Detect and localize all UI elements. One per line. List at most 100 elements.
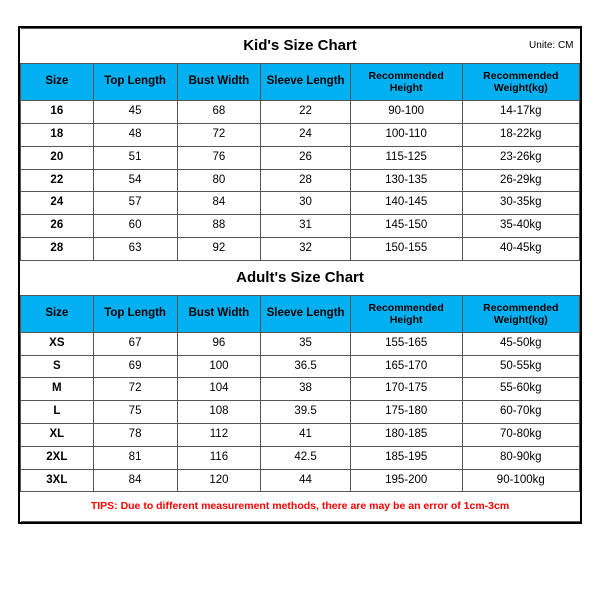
- cell: 92: [177, 237, 261, 260]
- cell: M: [21, 378, 94, 401]
- cell: 18-22kg: [462, 123, 579, 146]
- adults-header-row: Size Top Length Bust Width Sleeve Length…: [21, 295, 580, 332]
- cell: 63: [93, 237, 177, 260]
- table-row: 1645682290-10014-17kg: [21, 101, 580, 124]
- kids-title: Kid's Size Chart: [243, 37, 357, 54]
- cell: 14-17kg: [462, 101, 579, 124]
- cell: 78: [93, 424, 177, 447]
- col-bust: Bust Width: [177, 295, 261, 332]
- cell: 45: [93, 101, 177, 124]
- cell: 175-180: [350, 401, 462, 424]
- cell: 130-135: [350, 169, 462, 192]
- cell: 185-195: [350, 446, 462, 469]
- adults-title-cell: Adult's Size Chart: [21, 260, 580, 295]
- cell: 96: [177, 332, 261, 355]
- cell: 180-185: [350, 424, 462, 447]
- cell: 26-29kg: [462, 169, 579, 192]
- cell: 2XL: [21, 446, 94, 469]
- cell: 80-90kg: [462, 446, 579, 469]
- cell: 84: [177, 192, 261, 215]
- cell: 60-70kg: [462, 401, 579, 424]
- cell: 23-26kg: [462, 146, 579, 169]
- table-row: L7510839.5175-18060-70kg: [21, 401, 580, 424]
- cell: 48: [93, 123, 177, 146]
- cell: 104: [177, 378, 261, 401]
- tips-text: TIPS: Due to different measurement metho…: [21, 492, 580, 522]
- cell: 26: [261, 146, 350, 169]
- table-row: 28639232150-15540-45kg: [21, 237, 580, 260]
- col-top: Top Length: [93, 295, 177, 332]
- cell: 51: [93, 146, 177, 169]
- cell: 195-200: [350, 469, 462, 492]
- cell: 30: [261, 192, 350, 215]
- table-row: 20517626115-12523-26kg: [21, 146, 580, 169]
- col-height: Recommended Height: [350, 64, 462, 101]
- col-weight: Recommended Weight(kg): [462, 295, 579, 332]
- col-size: Size: [21, 295, 94, 332]
- cell: 72: [177, 123, 261, 146]
- cell: 170-175: [350, 378, 462, 401]
- adults-body: XS679635155-16545-50kgS6910036.5165-1705…: [21, 332, 580, 492]
- cell: 75: [93, 401, 177, 424]
- cell: 22: [261, 101, 350, 124]
- table-row: 22548028130-13526-29kg: [21, 169, 580, 192]
- cell: 24: [261, 123, 350, 146]
- cell: 42.5: [261, 446, 350, 469]
- cell: 39.5: [261, 401, 350, 424]
- cell: 50-55kg: [462, 355, 579, 378]
- cell: 100: [177, 355, 261, 378]
- col-sleeve: Sleeve Length: [261, 295, 350, 332]
- cell: 26: [21, 215, 94, 238]
- table-row: 26608831145-15035-40kg: [21, 215, 580, 238]
- cell: 112: [177, 424, 261, 447]
- cell: 28: [21, 237, 94, 260]
- cell: 16: [21, 101, 94, 124]
- cell: 150-155: [350, 237, 462, 260]
- cell: 69: [93, 355, 177, 378]
- cell: L: [21, 401, 94, 424]
- cell: 38: [261, 378, 350, 401]
- cell: 120: [177, 469, 261, 492]
- size-chart-table: Kid's Size Chart Unite: CM Size Top Leng…: [20, 28, 580, 522]
- cell: 32: [261, 237, 350, 260]
- cell: 116: [177, 446, 261, 469]
- kids-title-cell: Kid's Size Chart Unite: CM: [21, 29, 580, 64]
- cell: 90-100: [350, 101, 462, 124]
- cell: 80: [177, 169, 261, 192]
- cell: 115-125: [350, 146, 462, 169]
- col-height: Recommended Height: [350, 295, 462, 332]
- kids-body: 1645682290-10014-17kg18487224100-11018-2…: [21, 101, 580, 261]
- col-sleeve: Sleeve Length: [261, 64, 350, 101]
- cell: 35-40kg: [462, 215, 579, 238]
- cell: 68: [177, 101, 261, 124]
- cell: 24: [21, 192, 94, 215]
- cell: 3XL: [21, 469, 94, 492]
- col-size: Size: [21, 64, 94, 101]
- cell: 76: [177, 146, 261, 169]
- table-row: 2XL8111642.5185-19580-90kg: [21, 446, 580, 469]
- kids-header-row: Size Top Length Bust Width Sleeve Length…: [21, 64, 580, 101]
- cell: 40-45kg: [462, 237, 579, 260]
- col-top: Top Length: [93, 64, 177, 101]
- table-row: 24578430140-14530-35kg: [21, 192, 580, 215]
- table-row: M7210438170-17555-60kg: [21, 378, 580, 401]
- cell: 54: [93, 169, 177, 192]
- cell: 55-60kg: [462, 378, 579, 401]
- cell: 88: [177, 215, 261, 238]
- adults-title: Adult's Size Chart: [236, 269, 364, 286]
- table-row: S6910036.5165-17050-55kg: [21, 355, 580, 378]
- cell: 57: [93, 192, 177, 215]
- col-weight: Recommended Weight(kg): [462, 64, 579, 101]
- cell: S: [21, 355, 94, 378]
- table-row: XL7811241180-18570-80kg: [21, 424, 580, 447]
- cell: 100-110: [350, 123, 462, 146]
- cell: 35: [261, 332, 350, 355]
- cell: 60: [93, 215, 177, 238]
- cell: 44: [261, 469, 350, 492]
- cell: 22: [21, 169, 94, 192]
- cell: 20: [21, 146, 94, 169]
- cell: 36.5: [261, 355, 350, 378]
- cell: 165-170: [350, 355, 462, 378]
- cell: 45-50kg: [462, 332, 579, 355]
- cell: 31: [261, 215, 350, 238]
